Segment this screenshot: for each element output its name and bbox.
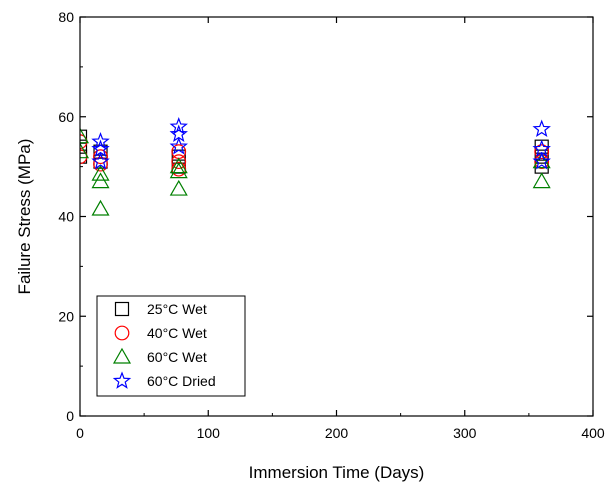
y-tick-label: 20 [58, 308, 74, 324]
x-axis-title: Immersion Time (Days) [249, 463, 425, 482]
y-tick-label: 60 [58, 109, 74, 125]
data-point-triangle [171, 181, 187, 195]
data-point-triangle [534, 174, 550, 188]
data-points [72, 119, 550, 215]
x-tick-label: 300 [453, 425, 477, 441]
legend-label: 60°C Dried [147, 373, 216, 389]
legend: 25°C Wet 40°C Wet 60°C Wet 60°C Dried [97, 296, 245, 396]
legend-label: 40°C Wet [147, 325, 207, 341]
y-axis-title: Failure Stress (MPa) [15, 139, 34, 295]
x-tick-label: 400 [581, 425, 605, 441]
legend-label: 60°C Wet [147, 349, 207, 365]
x-tick-label: 0 [76, 425, 84, 441]
data-point-triangle [93, 201, 109, 215]
y-tick-label: 0 [66, 408, 74, 424]
data-point-star [534, 121, 549, 135]
legend-label: 25°C Wet [147, 301, 207, 317]
x-tick-label: 100 [197, 425, 221, 441]
y-tick-label: 80 [58, 9, 74, 25]
y-tick-label: 40 [58, 209, 74, 225]
plot-area [72, 119, 550, 215]
x-tick-label: 200 [325, 425, 349, 441]
